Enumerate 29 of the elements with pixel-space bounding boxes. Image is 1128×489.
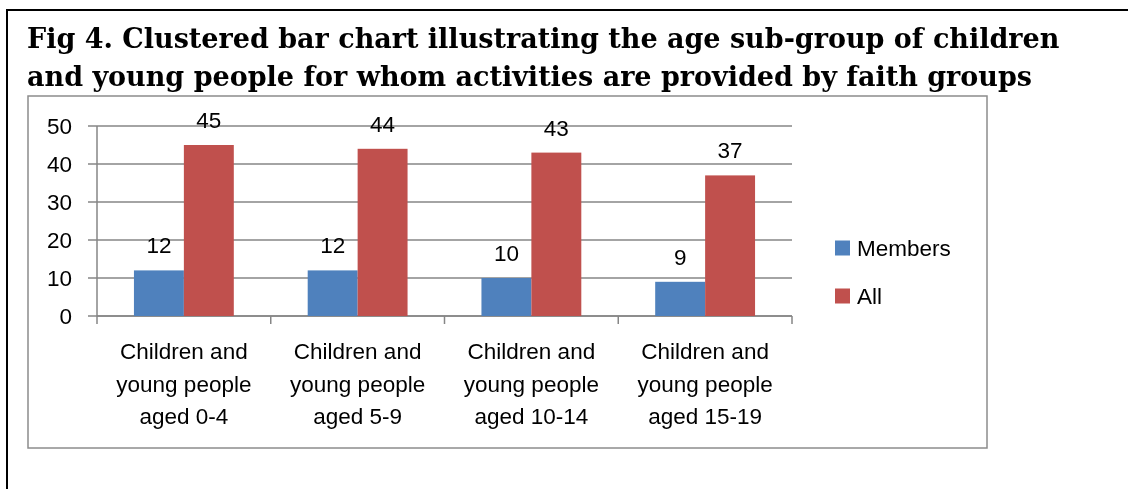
- y-tick-label: 30: [46, 190, 72, 216]
- bar: [655, 281, 706, 316]
- y-tick-label: 40: [46, 152, 72, 178]
- data-label: 10: [493, 241, 519, 266]
- bar: [183, 145, 234, 316]
- data-label: 43: [543, 115, 569, 141]
- data-label: 45: [196, 108, 222, 133]
- bar: [357, 148, 408, 316]
- x-tick-label: Children and young people aged 15-19: [637, 339, 773, 429]
- x-tick-label: Children and young people aged 0-4: [116, 339, 252, 429]
- bar: [307, 270, 358, 316]
- y-tick-label: 0: [59, 304, 72, 330]
- y-tick-label: 10: [46, 266, 72, 292]
- bar: [133, 270, 184, 316]
- legend-label: Members: [857, 236, 951, 262]
- bar: [481, 278, 532, 316]
- chart-title: Fig 4. Clustered bar chart illustrating the age sub-group of children and young people for whom activities are provided by faith groups: [27, 23, 1060, 92]
- data-label: 12: [146, 233, 172, 259]
- y-tick-label: 20: [46, 228, 72, 254]
- data-label: 12: [320, 233, 346, 259]
- data-label: 9: [673, 244, 687, 270]
- bar: [531, 152, 582, 316]
- x-tick-label: Children and young people aged 10-14: [463, 339, 599, 429]
- bar: [705, 175, 756, 316]
- data-label: 37: [717, 138, 743, 164]
- y-tick-label: 50: [46, 114, 72, 140]
- x-tick-label: Children and young people aged 5-9: [290, 339, 426, 429]
- legend-label: All: [857, 284, 883, 310]
- data-label: 44: [370, 111, 396, 137]
